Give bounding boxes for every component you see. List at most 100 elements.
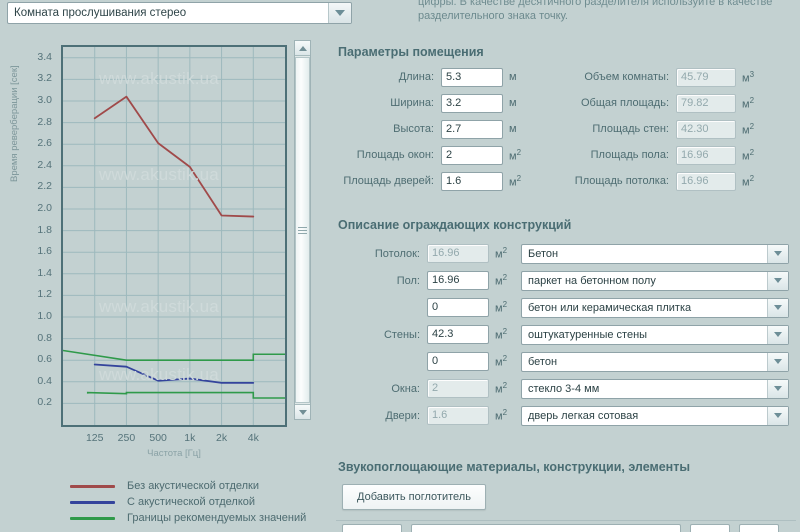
field-unit: м2 (742, 95, 755, 111)
number-input[interactable]: 2.7 (441, 119, 503, 139)
form-row: Площадь дверей: 1.6 м2 (336, 168, 546, 194)
legend-label: Границы рекомендуемых значений (127, 512, 307, 524)
field-label: Площадь дверей: (343, 175, 434, 187)
chart-svg (62, 47, 285, 425)
construction-material-select[interactable]: паркет на бетонном полу (521, 270, 789, 291)
absorber-extra-input[interactable] (690, 524, 731, 532)
chart-plot-area: www.akustik.ua www.akustik.ua www.akusti… (61, 45, 287, 427)
scroll-down-button[interactable] (295, 404, 310, 419)
absorber-table-row (336, 524, 800, 532)
construction-dropdown-button[interactable] (767, 325, 788, 344)
chart-y-tick: 3.2 (37, 72, 52, 85)
field-unit: м2 (495, 246, 508, 261)
construction-material-value: дверь легкая сотовая (528, 409, 639, 422)
number-input[interactable]: 3.2 (441, 93, 503, 113)
chevron-down-icon (774, 278, 782, 283)
field-unit: м3 (742, 69, 755, 85)
chart-y-tick: 3.4 (37, 50, 52, 63)
number-input[interactable]: 1.6 (441, 171, 503, 191)
construction-material-select[interactable]: бетон или керамическая плитка (521, 297, 789, 318)
field-label: Площадь пола: (590, 149, 669, 161)
constructions-title: Описание ограждающих конструкций (338, 218, 572, 232)
field-unit: м2 (742, 147, 755, 163)
chart-y-tick: 0.6 (37, 353, 52, 366)
legend-color-swatch (70, 484, 115, 488)
legend-item: С акустической отделкой (0, 494, 330, 510)
number-input[interactable]: 5.3 (441, 67, 503, 87)
construction-dropdown-button[interactable] (767, 298, 788, 317)
construction-row: Потолок: 16.96 м2 Бетон (336, 240, 796, 267)
chevron-down-icon (335, 10, 345, 16)
chart-y-tick: 1.2 (37, 288, 52, 301)
chart-y-tick: 2.8 (37, 115, 52, 128)
preset-combobox[interactable]: Комната прослушивания стерео (7, 2, 352, 24)
construction-area-input[interactable]: 0 (427, 298, 489, 317)
field-unit: м (509, 71, 517, 83)
construction-area-input[interactable]: 16.96 (427, 271, 489, 290)
field-unit: м2 (495, 408, 508, 423)
scrollbar-thumb[interactable] (295, 57, 310, 403)
field-label: Площадь окон: (356, 149, 434, 161)
construction-dropdown-button[interactable] (767, 271, 788, 290)
field-unit: м2 (742, 121, 755, 137)
readonly-value-field: 16.96 (676, 171, 736, 191)
absorber-material-select[interactable] (411, 524, 682, 532)
construction-area-readonly: 2 (427, 379, 489, 398)
chart-y-tick: 1.0 (37, 310, 52, 322)
construction-dropdown-button[interactable] (767, 379, 788, 398)
chart-y-tick: 2.4 (37, 158, 52, 171)
construction-material-select[interactable]: бетон (521, 351, 789, 372)
legend-item: Границы рекомендуемых значений (0, 510, 330, 526)
construction-material-select[interactable]: оштукатуренные стены (521, 324, 789, 345)
header-note-line2: разделительного знака точку. (418, 10, 568, 22)
triangle-up-icon (298, 45, 307, 51)
readonly-value-field: 16.96 (676, 145, 736, 165)
construction-material-select[interactable]: Бетон (521, 243, 789, 264)
chart-y-axis-label: Время реверберации [сек] (9, 65, 20, 182)
preset-combobox-wrapper: Комната прослушивания стерео (7, 2, 352, 24)
construction-label: Стены: (383, 328, 420, 341)
room-params-title: Параметры помещения (338, 45, 484, 59)
field-label: Объем комнаты: (584, 71, 669, 83)
form-row: Общая площадь: 79.82 м2 (551, 90, 786, 116)
construction-label: Потолок: (374, 247, 420, 260)
field-unit: м2 (495, 300, 508, 315)
reverberation-chart: Время реверберации [сек] 3.4 3.2 3.0 2.8 2.6… (0, 34, 320, 459)
field-label: Высота: (393, 123, 434, 135)
readonly-value-field: 79.82 (676, 93, 736, 113)
header-note: цифры. В качестве десятичного разделител… (418, 0, 793, 23)
scroll-up-button[interactable] (295, 41, 310, 56)
construction-material-value: Бетон (528, 247, 559, 260)
construction-material-select[interactable]: стекло 3-4 мм (521, 378, 789, 399)
absorber-area-input[interactable] (342, 524, 402, 532)
field-unit: м2 (495, 327, 508, 342)
chart-x-tick: 250 (117, 432, 136, 444)
legend-label: С акустической отделкой (127, 496, 256, 508)
chart-x-tick: 500 (149, 432, 167, 444)
chart-y-tick: 2.0 (37, 202, 52, 214)
form-row: Площадь стен: 42.30 м2 (551, 116, 786, 142)
readonly-value-field: 45.79 (676, 67, 736, 87)
construction-area-input[interactable]: 0 (427, 352, 489, 371)
construction-dropdown-button[interactable] (767, 244, 788, 263)
form-row: Площадь окон: 2 м2 (336, 142, 546, 168)
field-label: Длина: (398, 71, 434, 83)
absorber-table-divider (336, 520, 796, 521)
form-row: Ширина: 3.2 м (336, 90, 546, 116)
construction-dropdown-button[interactable] (767, 406, 788, 425)
add-absorber-button[interactable]: Добавить поглотитель (342, 484, 486, 510)
field-label: Общая площадь: (580, 97, 669, 109)
chart-x-tick: 2k (216, 432, 228, 444)
constructions-list: Потолок: 16.96 м2 Бетон Пол: 16.96 м2 паркет на… (336, 240, 796, 429)
construction-dropdown-button[interactable] (767, 352, 788, 371)
legend-color-swatch (70, 500, 115, 504)
chart-vertical-scrollbar[interactable] (294, 40, 311, 420)
field-unit: м2 (509, 173, 522, 189)
absorber-remove-button[interactable] (739, 524, 780, 532)
construction-material-select[interactable]: дверь легкая сотовая (521, 405, 789, 426)
preset-dropdown-button[interactable] (328, 3, 351, 23)
construction-area-input[interactable]: 42.3 (427, 325, 489, 344)
chart-y-tick: 0.2 (37, 396, 52, 409)
number-input[interactable]: 2 (441, 145, 503, 165)
chart-y-tick: 0.4 (37, 374, 52, 387)
